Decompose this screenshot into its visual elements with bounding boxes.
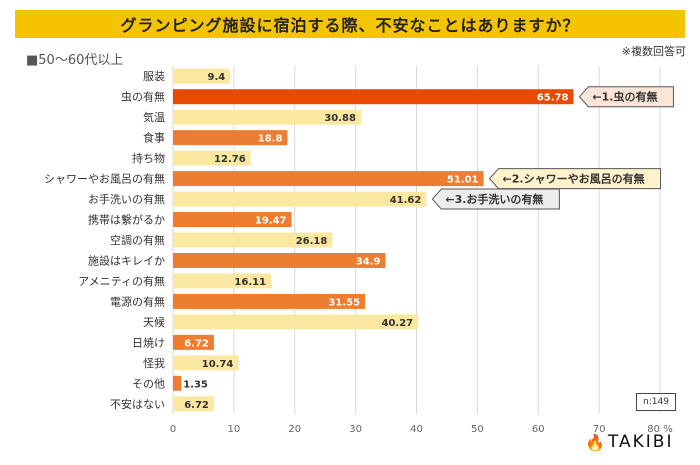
category-label: 日焼け [132, 336, 165, 349]
category-label: 食事 [143, 131, 165, 145]
x-tick-label: 30 [349, 424, 362, 435]
value-label: 10.74 [202, 359, 234, 370]
callout-label: ←3.お手洗いの有無 [445, 192, 543, 206]
category-label: 持ち物 [132, 151, 165, 165]
category-label: 怪我 [143, 356, 165, 370]
bar [173, 375, 182, 391]
category-label: 施設はキレイか [88, 253, 165, 267]
category-label: アメニティの有無 [78, 274, 165, 288]
bar [173, 314, 419, 330]
bar [173, 150, 251, 166]
value-label: 26.18 [296, 236, 328, 247]
sample-size-box: n:149 [636, 393, 676, 411]
bar [173, 68, 231, 84]
brand-logo: 🔥 TAKIBI [585, 432, 673, 452]
bar [173, 130, 288, 146]
bar [173, 355, 239, 371]
category-label: その他 [132, 377, 165, 390]
x-tick-label: 60 [532, 424, 545, 435]
value-label: 31.55 [328, 297, 360, 308]
bar [173, 252, 386, 268]
bar [173, 89, 574, 105]
value-label: 19.47 [255, 216, 287, 227]
value-label: 18.8 [258, 134, 283, 145]
value-label: 1.35 [183, 379, 208, 390]
campfire-icon: 🔥 [585, 432, 605, 452]
category-label: シャワーやお風呂の有無 [44, 172, 165, 186]
value-label: 34.9 [356, 256, 381, 267]
x-tick-label: 10 [228, 424, 241, 435]
value-label: 65.78 [537, 93, 569, 104]
chart-title: グランピング施設に宿泊する際、不安なことはありますか？ [120, 16, 580, 35]
callout-box [431, 188, 560, 210]
category-label: 空調の有無 [110, 233, 165, 247]
value-label: 30.88 [324, 113, 356, 124]
value-label: 16.11 [234, 277, 266, 288]
brand-name: TAKIBI [607, 432, 674, 452]
bar [173, 109, 361, 125]
bar [173, 396, 214, 412]
category-label: 天候 [143, 315, 165, 329]
value-label: 41.62 [390, 195, 422, 206]
value-label: 51.01 [447, 175, 479, 186]
bar [173, 212, 292, 228]
value-label: 6.72 [184, 400, 209, 411]
value-label: 9.4 [208, 72, 226, 83]
x-tick-label: 70 [593, 424, 606, 435]
value-label: 40.27 [382, 318, 414, 329]
chart-subtitle: ■50〜60代以上 [26, 53, 124, 68]
category-label: 服装 [143, 70, 165, 83]
multiple-answer-note: ※複数回答可 [621, 45, 686, 58]
category-label: 気温 [143, 110, 165, 124]
x-tick-label: 20 [288, 424, 301, 435]
callout-label: ←1.虫の有無 [592, 90, 657, 104]
value-label: 6.72 [184, 338, 209, 349]
callout-box [488, 168, 662, 190]
x-tick-label: 50 [471, 424, 484, 435]
category-label: 携帯は繋がるか [88, 213, 165, 227]
bar [173, 232, 333, 248]
category-label: お手洗いの有無 [88, 192, 165, 206]
chart-title-bar: グランピング施設に宿泊する際、不安なことはありますか？ [15, 10, 685, 38]
x-tick-label: 80 % [647, 424, 672, 435]
x-tick-label: 40 [410, 424, 423, 435]
bar [173, 273, 272, 289]
category-label: 不安はない [110, 397, 165, 411]
value-label: 12.76 [214, 154, 246, 165]
x-tick-label: 0 [170, 424, 176, 435]
callout-box [578, 86, 674, 108]
category-label: 虫の有無 [121, 90, 165, 104]
bar [173, 191, 427, 207]
bar [173, 171, 484, 187]
bar [173, 293, 366, 309]
callout-label: ←2.シャワーやお風呂の有無 [503, 172, 645, 186]
category-label: 電源の有無 [110, 294, 165, 308]
bar [173, 334, 214, 350]
